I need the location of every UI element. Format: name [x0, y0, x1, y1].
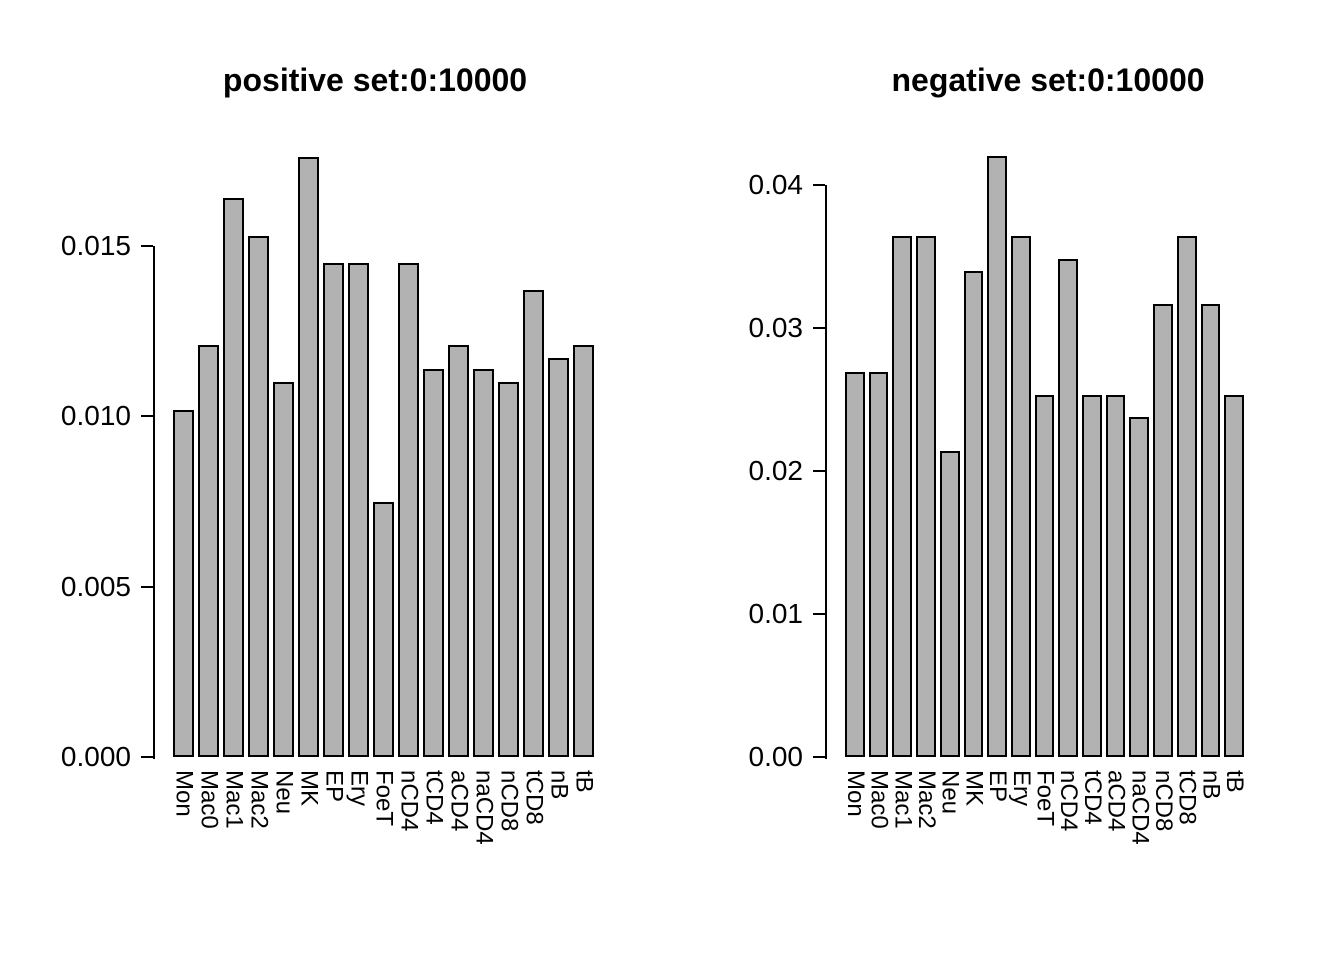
- y-tick-label: 0.000: [60, 741, 131, 772]
- x-tick-label-aCD4: aCD4: [1102, 770, 1130, 832]
- bar-Neu: [273, 382, 294, 757]
- y-tick: [813, 613, 825, 615]
- x-tick-label-nCD4: nCD4: [395, 770, 423, 832]
- bar-EP: [323, 263, 344, 757]
- bar-nCD4: [1058, 259, 1079, 757]
- bar-tCD8: [523, 290, 544, 757]
- y-tick: [813, 184, 825, 186]
- x-tick-label-Mac2: Mac2: [245, 770, 273, 829]
- y-tick-label: 0.03: [748, 312, 804, 343]
- bar-MK: [298, 157, 319, 757]
- x-tick-label-FoeT: FoeT: [1031, 770, 1059, 827]
- x-tick-label-FoeT: FoeT: [370, 770, 398, 827]
- x-tick-label-MK: MK: [295, 770, 323, 806]
- x-tick-label-tCD4: tCD4: [1078, 770, 1106, 825]
- x-tick-label-MK: MK: [960, 770, 988, 806]
- y-tick-label: 0.04: [748, 169, 804, 200]
- x-tick-label-EP: EP: [320, 770, 348, 803]
- y-tick-label: 0.00: [748, 741, 804, 772]
- bar-tCD4: [423, 368, 444, 757]
- bar-Neu: [939, 450, 960, 757]
- x-tick-label-Mon: Mon: [841, 770, 869, 817]
- bar-Ery: [1010, 236, 1031, 757]
- bar-tB: [573, 344, 594, 757]
- x-tick-label-Mac2: Mac2: [913, 770, 940, 829]
- bar-tCD4: [1082, 395, 1102, 757]
- x-tick-label-nB: nB: [1197, 770, 1225, 800]
- bar-FoeT: [1034, 395, 1055, 757]
- x-tick-label-Mac0: Mac0: [195, 770, 223, 829]
- x-tick-label-EP: EP: [984, 770, 1012, 803]
- y-tick: [813, 327, 825, 329]
- y-tick-label: 0.01: [748, 598, 804, 629]
- x-tick-label-nB: nB: [545, 770, 573, 800]
- bar-Mon: [173, 409, 194, 757]
- bar-tCD8: [1176, 236, 1197, 757]
- y-tick: [141, 585, 153, 588]
- x-tick-label-Neu: Neu: [936, 770, 964, 815]
- x-tick-label-tB: tB: [570, 770, 598, 793]
- y-tick-label: 0.010: [60, 400, 131, 432]
- bar-Ery: [348, 263, 369, 757]
- x-tick-label-Neu: Neu: [270, 770, 298, 815]
- x-tick-label-nCD8: nCD8: [1150, 770, 1177, 832]
- bar-tB: [1224, 395, 1244, 757]
- bar-naCD4: [1129, 416, 1150, 757]
- bar-aCD4: [448, 344, 469, 757]
- bar-nCD8: [1153, 303, 1173, 757]
- x-tick-label-Mon: Mon: [170, 770, 198, 817]
- y-tick: [141, 756, 153, 758]
- x-tick-label-tCD8: tCD8: [520, 770, 548, 825]
- chart-title-positive: positive set:0:10000: [222, 62, 528, 98]
- x-tick-label-aCD4: aCD4: [445, 770, 473, 832]
- y-axis-line: [153, 246, 155, 759]
- bar-FoeT: [373, 501, 394, 757]
- x-tick-label-Ery: Ery: [1007, 770, 1035, 806]
- bar-aCD4: [1105, 395, 1126, 757]
- x-tick-label-Mac0: Mac0: [865, 770, 893, 829]
- bar-nCD4: [398, 263, 419, 757]
- bar-nB: [1200, 303, 1221, 757]
- bar-nCD8: [498, 382, 519, 757]
- y-tick: [141, 245, 153, 247]
- bar-Mac2: [248, 235, 269, 757]
- bar-EP: [987, 156, 1007, 757]
- y-tick-label: 0.015: [60, 230, 131, 261]
- x-tick-label-tB: tB: [1221, 770, 1249, 793]
- bar-Mac2: [916, 236, 936, 757]
- bar-Mac1: [223, 198, 244, 757]
- y-axis-line: [825, 185, 827, 759]
- y-tick: [141, 415, 153, 418]
- chart-title-negative: negative set:0:10000: [891, 62, 1205, 98]
- x-tick-label-naCD4: naCD4: [1126, 770, 1154, 845]
- x-tick-label-nCD8: nCD8: [495, 770, 523, 832]
- x-tick-label-Mac1: Mac1: [220, 770, 248, 829]
- bar-naCD4: [473, 368, 494, 757]
- x-tick-label-tCD8: tCD8: [1173, 770, 1201, 825]
- bar-Mac0: [198, 344, 219, 757]
- x-tick-label-tCD4: tCD4: [420, 770, 448, 825]
- x-tick-label-naCD4: naCD4: [470, 770, 498, 845]
- bar-nB: [548, 358, 569, 757]
- y-tick-label: 0.02: [748, 455, 804, 486]
- bar-Mac0: [868, 372, 889, 757]
- x-tick-label-Mac1: Mac1: [889, 770, 917, 829]
- y-tick-label: 0.005: [60, 570, 131, 602]
- y-tick: [813, 470, 825, 472]
- bar-Mac1: [892, 236, 913, 757]
- x-tick-label-Ery: Ery: [345, 770, 373, 806]
- bar-Mon: [845, 372, 865, 757]
- x-tick-label-nCD4: nCD4: [1055, 770, 1083, 832]
- bar-MK: [963, 270, 984, 757]
- y-tick: [813, 756, 825, 758]
